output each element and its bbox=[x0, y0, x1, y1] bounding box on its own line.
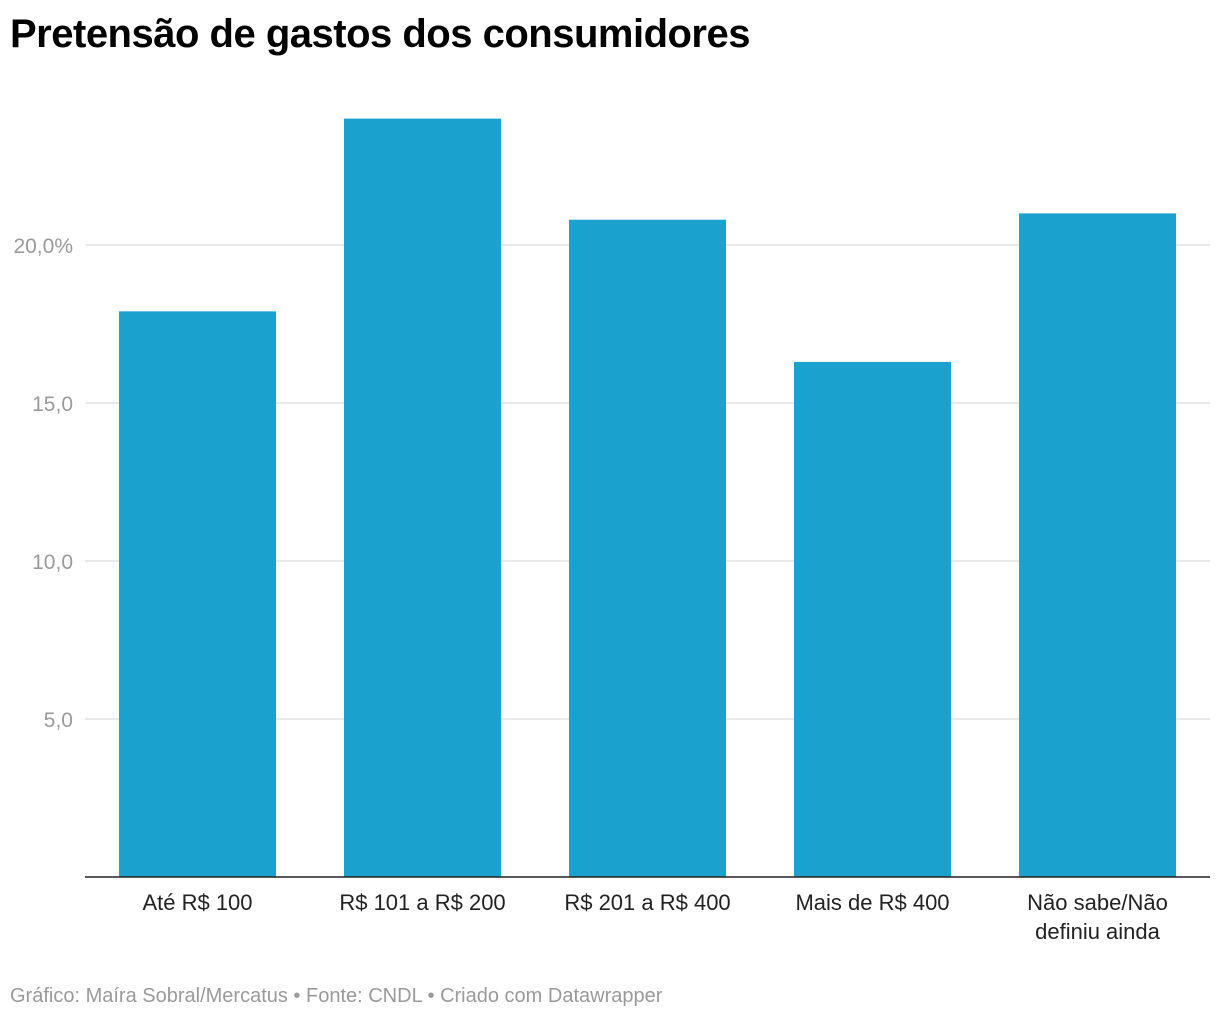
y-tick-label: 15,0 bbox=[32, 393, 73, 416]
bar bbox=[794, 361, 951, 877]
bar bbox=[344, 118, 501, 878]
y-tick-label: 5,0 bbox=[44, 709, 73, 732]
chart-footer: Gráfico: Maíra Sobral/Mercatus • Fonte: … bbox=[10, 985, 663, 1007]
bar bbox=[1019, 213, 1176, 877]
bar bbox=[569, 219, 726, 878]
y-tick-label: 20,0% bbox=[13, 235, 73, 258]
x-tick-label: definiu ainda bbox=[1035, 919, 1161, 944]
x-tick-label: Até R$ 100 bbox=[142, 890, 252, 915]
bar bbox=[119, 311, 276, 877]
x-tick-label: Mais de R$ 400 bbox=[795, 890, 949, 915]
x-tick-label: R$ 201 a R$ 400 bbox=[564, 890, 730, 915]
x-tick-label: Não sabe/Não bbox=[1027, 890, 1168, 915]
chart-title: Pretensão de gastos dos consumidores bbox=[10, 12, 751, 56]
y-tick-label: 10,0 bbox=[32, 551, 73, 574]
x-tick-label: R$ 101 a R$ 200 bbox=[339, 890, 505, 915]
